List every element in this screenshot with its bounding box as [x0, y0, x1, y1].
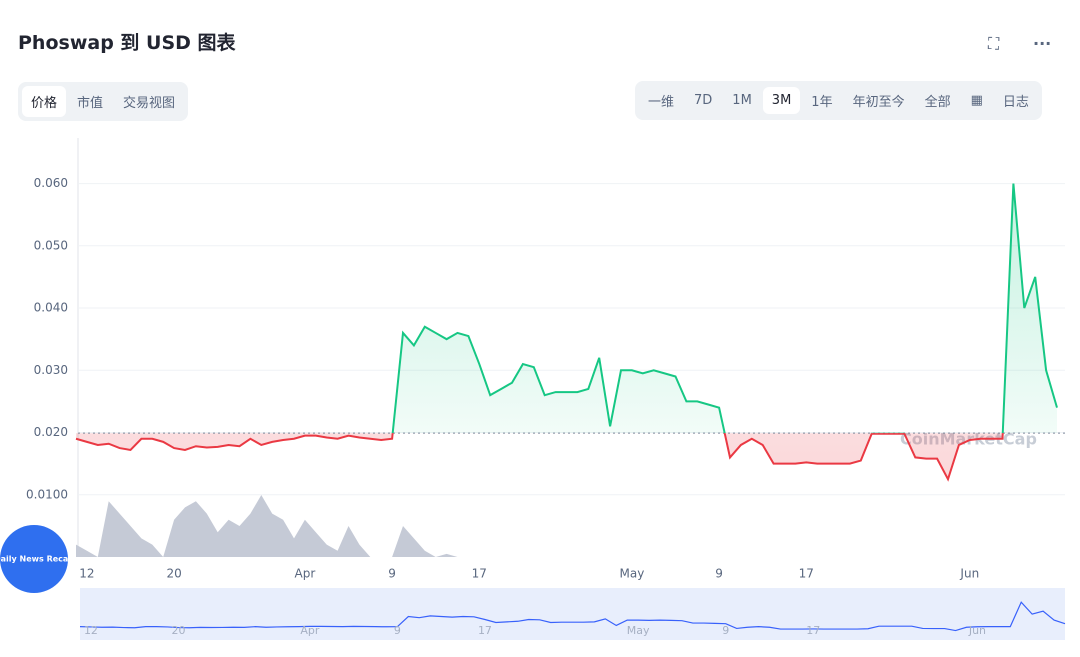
range-button[interactable]: 1M — [732, 93, 752, 108]
x-tick-label: Apr — [295, 567, 316, 581]
navigator-tick-label: 9 — [722, 624, 729, 637]
y-tick-label: 0.060 — [34, 176, 68, 190]
x-tick-label: May — [619, 567, 644, 581]
price-area-down — [76, 433, 1057, 480]
tab[interactable]: 交易视图 — [123, 96, 176, 111]
y-tick-label: 0.030 — [34, 363, 68, 377]
navigator-tick-label: Jun — [968, 624, 986, 637]
range-button[interactable]: 3M — [762, 87, 801, 114]
tab[interactable]: 价格 — [22, 86, 67, 117]
y-tick-label: 0.040 — [34, 301, 68, 315]
badge-text: Daily News Recap — [0, 555, 74, 564]
badge[interactable] — [0, 525, 68, 593]
x-tick-label: Jun — [959, 567, 979, 581]
tab-group: 价格 市值 交易视图 — [18, 82, 189, 121]
more-button[interactable]: ··· — [1033, 34, 1052, 53]
navigator-tick-label: 9 — [394, 624, 401, 637]
navigator-tick-label: 12 — [84, 624, 98, 637]
x-tick-label: 12 — [79, 567, 94, 581]
calendar-button[interactable]: ▦ — [970, 93, 983, 108]
navigator-tick-label: May — [627, 624, 650, 637]
range-button[interactable]: 全部 — [924, 95, 951, 110]
price-line-up — [391, 183, 1058, 434]
volume-area — [76, 495, 1057, 557]
navigator-tick-label: Apr — [300, 624, 320, 637]
navigator-line — [79, 601, 1066, 632]
x-tick-label: 9 — [388, 567, 396, 581]
watermark: CoinMarketCap — [900, 430, 1037, 449]
x-tick-label: 9 — [715, 567, 723, 581]
x-tick-label: 20 — [166, 567, 181, 581]
x-tick-label: 17 — [799, 567, 814, 581]
range-button[interactable]: 一维 — [648, 95, 675, 110]
log-button[interactable]: 日志 — [1002, 95, 1029, 110]
x-tick-label: 17 — [472, 567, 487, 581]
y-tick-label: 0.020 — [34, 425, 68, 439]
navigator-tick-label: 20 — [172, 624, 186, 637]
navigator — [80, 588, 1065, 640]
navigator-tick-label: 17 — [806, 624, 820, 637]
navigator-tick-label: 17 — [478, 624, 492, 637]
range-button[interactable]: 7D — [694, 93, 713, 108]
range-button[interactable]: 年初至今 — [852, 95, 905, 110]
y-tick-label: 0.0100 — [26, 487, 68, 501]
fullscreen-button[interactable]: ⛶ — [988, 34, 1000, 53]
range-group: 一维 7D 1M 3M 1年 年初至今 全部 ▦ 日志 — [635, 81, 1042, 120]
chart-title: Phoswap 到 USD 图表 — [18, 32, 236, 54]
range-button[interactable]: 1年 — [811, 95, 833, 110]
price-line-down — [75, 433, 1004, 482]
tab[interactable]: 市值 — [77, 96, 104, 111]
price-area-up — [392, 183, 1057, 434]
y-tick-label: 0.050 — [34, 238, 68, 252]
